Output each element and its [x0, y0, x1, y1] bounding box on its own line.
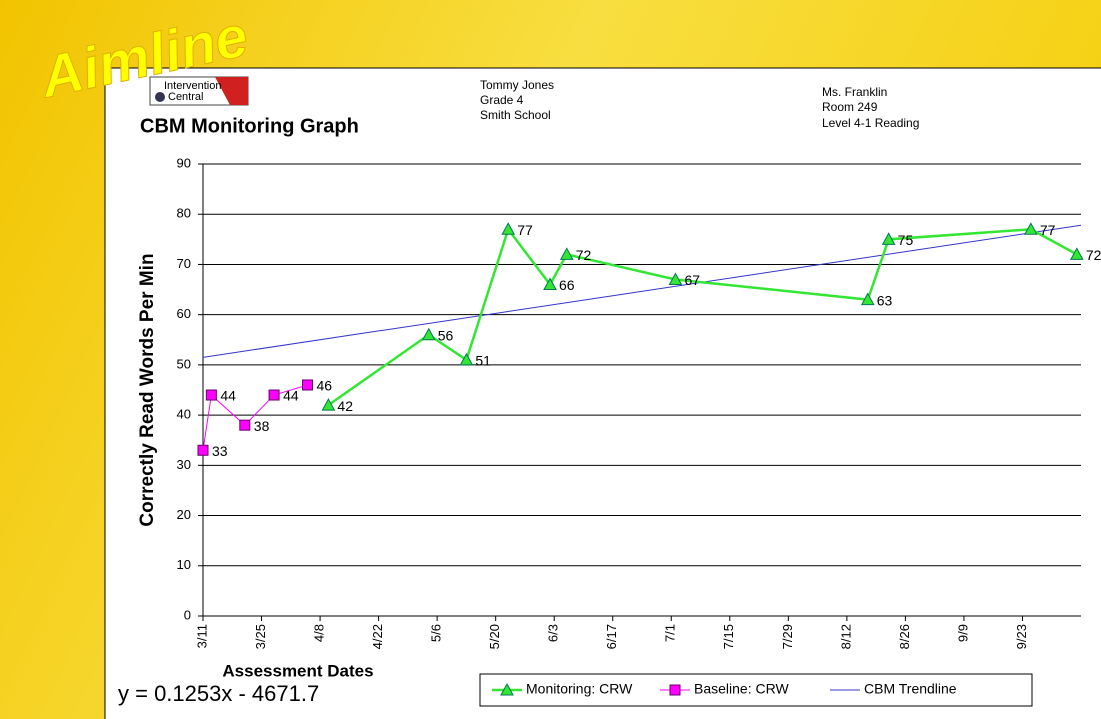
data-label: 66: [559, 277, 575, 293]
y-tick-label: 70: [177, 256, 191, 271]
data-label: 72: [1086, 247, 1101, 263]
x-tick-label: 4/22: [370, 624, 385, 649]
y-tick-label: 60: [177, 306, 191, 321]
x-tick-label: 8/12: [838, 624, 853, 649]
x-axis-label: Assessment Dates: [222, 661, 373, 680]
data-label: 77: [517, 222, 533, 238]
x-tick-label: 7/1: [663, 624, 678, 642]
data-label: 44: [283, 388, 299, 404]
legend-label: Monitoring: CRW: [526, 681, 633, 697]
x-tick-label: 3/25: [253, 624, 268, 649]
square-marker: [269, 390, 279, 400]
y-axis-label: Correctly Read Words Per Min: [137, 253, 158, 526]
slide: Intervention Central Aimline CBM Monitor…: [0, 0, 1101, 719]
panel: [105, 68, 1101, 719]
y-tick-label: 30: [177, 457, 191, 472]
logo-text: Central: [168, 91, 203, 103]
x-tick-label: 9/9: [955, 624, 970, 642]
square-marker: [198, 445, 208, 455]
chart-title: CBM Monitoring Graph: [140, 115, 359, 137]
x-tick-label: 8/26: [897, 624, 912, 649]
x-tick-label: 9/23: [1014, 624, 1029, 649]
square-marker: [240, 420, 250, 430]
y-tick-label: 0: [184, 607, 191, 622]
square-marker: [206, 390, 216, 400]
teacher-info: Room 249: [822, 100, 878, 114]
student-info: Tommy Jones: [480, 78, 554, 92]
x-tick-label: 5/20: [487, 624, 502, 649]
teacher-info: Level 4-1 Reading: [822, 116, 919, 130]
square-marker: [303, 380, 313, 390]
data-label: 33: [212, 443, 228, 459]
data-label: 63: [877, 292, 893, 308]
y-tick-label: 80: [177, 206, 191, 221]
data-label: 44: [220, 388, 236, 404]
square-marker: [670, 685, 680, 695]
data-label: 38: [254, 418, 270, 434]
data-label: 51: [475, 353, 491, 369]
y-tick-label: 40: [177, 407, 191, 422]
data-label: 46: [317, 378, 333, 394]
y-tick-label: 90: [177, 155, 191, 170]
x-tick-label: 3/11: [194, 624, 209, 648]
x-tick-label: 7/29: [780, 624, 795, 649]
legend-label: CBM Trendline: [864, 681, 957, 697]
data-label: 67: [684, 272, 700, 288]
y-tick-label: 50: [177, 356, 191, 371]
student-info: Smith School: [480, 108, 551, 122]
x-tick-label: 7/15: [721, 624, 736, 649]
y-tick-label: 10: [177, 557, 191, 572]
trend-equation: y = 0.1253x - 4671.7: [118, 681, 319, 706]
x-tick-label: 6/3: [546, 624, 561, 642]
data-label: 72: [576, 247, 592, 263]
teacher-info: Ms. Franklin: [822, 85, 887, 99]
logo-globe: [155, 92, 165, 102]
legend-label: Baseline: CRW: [694, 681, 789, 697]
x-tick-label: 5/6: [429, 624, 444, 642]
x-tick-label: 4/8: [312, 624, 327, 642]
x-tick-label: 6/17: [604, 624, 619, 649]
data-label: 75: [898, 232, 914, 248]
y-tick-label: 20: [177, 507, 191, 522]
data-label: 56: [438, 327, 454, 343]
data-label: 77: [1040, 222, 1056, 238]
student-info: Grade 4: [480, 93, 524, 107]
data-label: 42: [337, 398, 353, 414]
